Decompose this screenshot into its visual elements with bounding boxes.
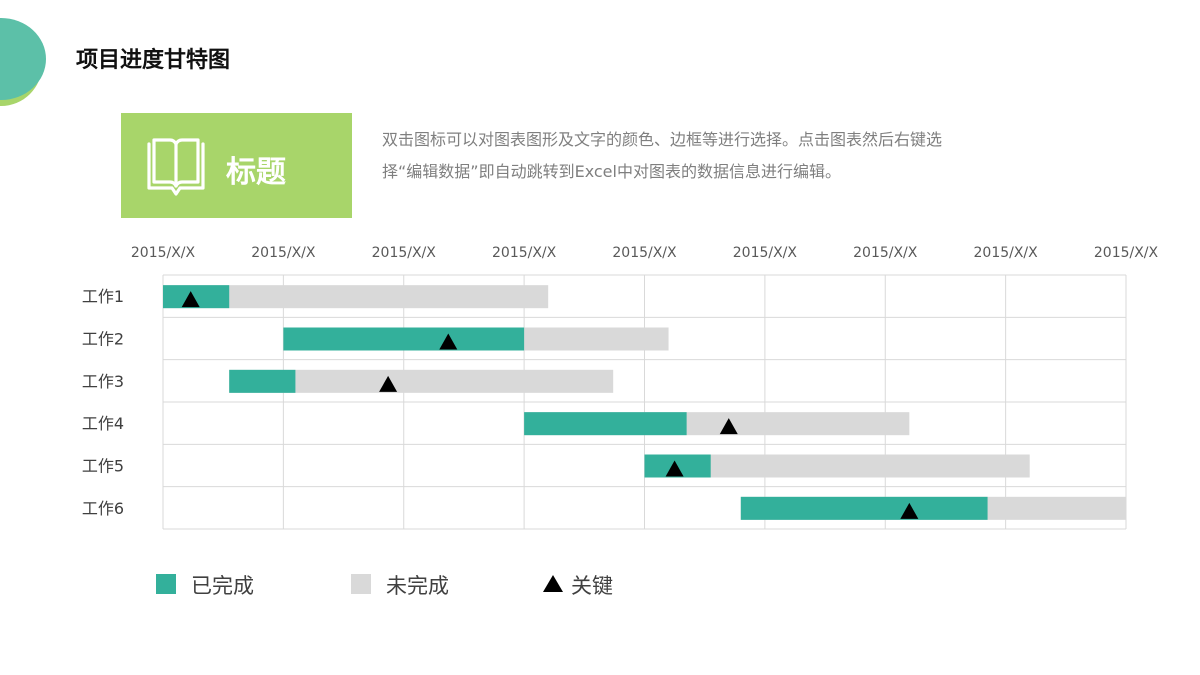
description-line-2: 择“编辑数据”即自动跳转到Excel中对图表的数据信息进行编辑。 (382, 162, 841, 181)
task-bar-remaining (163, 285, 549, 309)
title-box-label: 标题 (226, 155, 286, 190)
milestone-marker (665, 460, 684, 477)
task-bar-completed (524, 412, 687, 436)
description-line-1: 双击图标可以对图表图形及文字的颜色、边框等进行选择。点击图表然后右键选 (382, 130, 943, 149)
title-box[interactable] (121, 113, 352, 218)
legend-swatch-completed (156, 574, 176, 594)
task-bar-completed (229, 369, 296, 393)
x-tick-label: 2015/X/X (853, 245, 918, 261)
legend-label-remaining: 未完成 (386, 574, 449, 598)
x-tick-label: 2015/X/X (372, 245, 437, 261)
milestone-marker (900, 502, 919, 519)
task-label: 工作3 (82, 372, 124, 391)
milestone-marker (181, 291, 200, 308)
milestone-marker (439, 333, 458, 350)
task-label: 工作4 (82, 414, 124, 433)
task-label: 工作5 (82, 457, 124, 476)
page-title: 项目进度甘特图 (76, 48, 231, 73)
task-bar-remaining (644, 454, 1030, 478)
task-label: 工作6 (82, 499, 124, 518)
x-tick-label: 2015/X/X (131, 245, 196, 261)
legend-label-completed: 已完成 (191, 574, 254, 598)
legend-triangle-icon (543, 575, 563, 592)
task-label: 工作1 (82, 287, 124, 306)
milestone-marker (719, 418, 738, 435)
x-tick-label: 2015/X/X (251, 245, 316, 261)
x-tick-label: 2015/X/X (492, 245, 557, 261)
legend-label-milestone: 关键 (571, 574, 613, 598)
task-label: 工作2 (82, 330, 124, 349)
task-bar-completed (163, 285, 230, 309)
x-tick-label: 2015/X/X (733, 245, 798, 261)
legend-swatch-remaining (351, 574, 371, 594)
task-bar-completed (740, 496, 988, 520)
x-tick-label: 2015/X/X (612, 245, 677, 261)
book-icon (147, 138, 205, 196)
task-bar-remaining (229, 369, 614, 393)
milestone-marker (379, 375, 398, 392)
task-bar-completed (283, 327, 525, 351)
x-tick-label: 2015/X/X (1094, 245, 1159, 261)
x-tick-label: 2015/X/X (974, 245, 1039, 261)
